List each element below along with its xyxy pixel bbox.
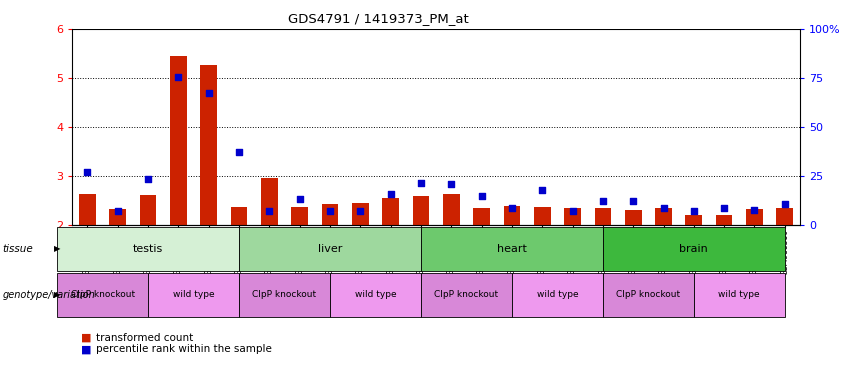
Text: tissue: tissue xyxy=(3,243,33,254)
Bar xyxy=(261,178,277,225)
Bar xyxy=(352,203,368,225)
Point xyxy=(323,208,337,214)
Bar xyxy=(413,196,429,225)
Point xyxy=(172,74,186,80)
Point xyxy=(535,187,549,194)
Point xyxy=(505,204,519,210)
Bar xyxy=(625,210,642,225)
Bar xyxy=(79,194,96,225)
Point xyxy=(141,175,155,182)
Bar xyxy=(170,56,186,225)
Point xyxy=(111,208,124,214)
Bar xyxy=(776,207,793,225)
Point xyxy=(657,204,671,210)
Bar xyxy=(716,215,733,225)
Point xyxy=(81,169,94,175)
Text: liver: liver xyxy=(317,243,342,254)
Text: brain: brain xyxy=(679,243,708,254)
Text: wild type: wild type xyxy=(173,290,214,299)
Point xyxy=(414,180,428,186)
Text: ClpP knockout: ClpP knockout xyxy=(616,290,681,299)
Text: transformed count: transformed count xyxy=(96,333,193,343)
Bar xyxy=(140,195,157,225)
Bar xyxy=(746,209,762,225)
Text: ClpP knockout: ClpP knockout xyxy=(434,290,499,299)
Text: ClpP knockout: ClpP knockout xyxy=(71,290,134,299)
Bar xyxy=(291,207,308,225)
Bar xyxy=(564,207,581,225)
Point xyxy=(748,207,762,213)
Title: GDS4791 / 1419373_PM_at: GDS4791 / 1419373_PM_at xyxy=(288,12,468,25)
Bar xyxy=(322,204,339,225)
Point xyxy=(353,208,367,214)
Bar xyxy=(473,207,490,225)
Text: ■: ■ xyxy=(81,333,91,343)
Text: heart: heart xyxy=(497,243,527,254)
Point xyxy=(263,209,277,215)
Text: genotype/variation: genotype/variation xyxy=(3,290,95,300)
Point xyxy=(626,198,640,204)
Point xyxy=(202,90,215,96)
Text: ▶: ▶ xyxy=(54,290,60,299)
Text: wild type: wild type xyxy=(718,290,760,299)
Point xyxy=(566,209,580,215)
Point xyxy=(717,204,731,210)
Bar xyxy=(534,207,551,225)
Point xyxy=(475,193,488,199)
Bar xyxy=(231,207,248,225)
Point xyxy=(687,208,700,214)
Bar xyxy=(655,207,671,225)
Text: testis: testis xyxy=(133,243,163,254)
Bar xyxy=(504,206,520,225)
Point xyxy=(778,201,791,207)
Bar xyxy=(201,65,217,225)
Bar xyxy=(382,198,399,225)
Point xyxy=(232,149,246,155)
Text: ■: ■ xyxy=(81,344,91,354)
Point xyxy=(444,181,458,187)
Point xyxy=(384,191,397,197)
Bar xyxy=(110,209,126,225)
Point xyxy=(293,195,306,202)
Text: percentile rank within the sample: percentile rank within the sample xyxy=(96,344,272,354)
Text: ClpP knockout: ClpP knockout xyxy=(253,290,317,299)
Text: ▶: ▶ xyxy=(54,244,60,253)
Text: wild type: wild type xyxy=(355,290,397,299)
Bar xyxy=(595,207,611,225)
Text: wild type: wild type xyxy=(537,290,578,299)
Point xyxy=(596,198,609,204)
Bar xyxy=(443,194,460,225)
Bar xyxy=(686,215,702,225)
